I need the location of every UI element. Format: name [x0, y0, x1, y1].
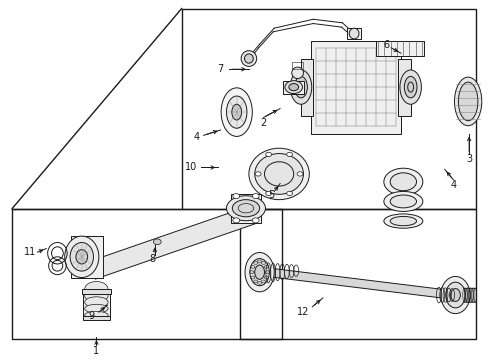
Ellipse shape	[233, 218, 240, 223]
Ellipse shape	[153, 239, 161, 245]
Text: 12: 12	[297, 307, 310, 317]
Bar	[311, 41, 401, 134]
Bar	[301, 59, 313, 116]
Ellipse shape	[384, 214, 423, 228]
Ellipse shape	[455, 77, 482, 126]
Ellipse shape	[400, 70, 421, 104]
Ellipse shape	[85, 289, 108, 302]
Bar	[83, 316, 110, 320]
Text: 9: 9	[89, 311, 95, 321]
Ellipse shape	[289, 84, 298, 91]
Polygon shape	[85, 208, 255, 279]
Text: 5: 5	[268, 190, 274, 200]
Ellipse shape	[294, 76, 307, 98]
Ellipse shape	[250, 258, 270, 286]
Text: 7: 7	[218, 64, 224, 74]
Ellipse shape	[65, 236, 99, 278]
Ellipse shape	[232, 200, 260, 217]
Ellipse shape	[249, 148, 309, 200]
Ellipse shape	[241, 51, 257, 66]
Ellipse shape	[252, 194, 259, 199]
Bar	[82, 289, 111, 294]
Ellipse shape	[349, 28, 359, 39]
Polygon shape	[249, 266, 463, 300]
Ellipse shape	[221, 88, 252, 136]
Bar	[375, 41, 424, 56]
Text: 3: 3	[466, 154, 472, 164]
Bar	[347, 28, 361, 39]
Ellipse shape	[292, 67, 303, 78]
Text: 4: 4	[450, 180, 457, 190]
Ellipse shape	[390, 216, 416, 226]
Ellipse shape	[287, 191, 293, 195]
Ellipse shape	[404, 76, 417, 98]
Ellipse shape	[255, 172, 261, 176]
Ellipse shape	[85, 297, 108, 307]
Bar	[182, 9, 476, 208]
Ellipse shape	[290, 70, 312, 104]
Ellipse shape	[85, 282, 108, 297]
Ellipse shape	[255, 154, 303, 194]
Ellipse shape	[446, 282, 465, 308]
Text: 10: 10	[185, 162, 197, 172]
Ellipse shape	[85, 304, 108, 313]
Ellipse shape	[233, 194, 240, 199]
Ellipse shape	[232, 104, 242, 120]
Text: 11: 11	[24, 247, 36, 257]
Ellipse shape	[390, 173, 416, 191]
Ellipse shape	[245, 54, 253, 63]
Ellipse shape	[384, 168, 423, 195]
Ellipse shape	[384, 192, 423, 211]
Ellipse shape	[76, 249, 88, 264]
Ellipse shape	[226, 96, 247, 128]
Bar	[240, 208, 476, 339]
Text: 8: 8	[149, 254, 155, 264]
Ellipse shape	[297, 172, 303, 176]
Ellipse shape	[70, 243, 94, 271]
Ellipse shape	[226, 196, 266, 221]
Ellipse shape	[390, 195, 416, 208]
Ellipse shape	[285, 81, 302, 94]
Bar	[398, 59, 411, 116]
Text: 4: 4	[193, 132, 199, 142]
Bar	[83, 292, 110, 319]
Ellipse shape	[451, 289, 460, 301]
Ellipse shape	[85, 311, 108, 319]
Ellipse shape	[287, 152, 293, 157]
Ellipse shape	[266, 191, 271, 195]
Bar	[231, 194, 261, 223]
Bar	[283, 81, 304, 94]
Ellipse shape	[252, 218, 259, 223]
Text: 2: 2	[260, 118, 267, 128]
Bar	[292, 62, 303, 68]
Text: 1: 1	[93, 346, 99, 356]
Ellipse shape	[441, 276, 470, 314]
Text: 6: 6	[383, 40, 390, 50]
Bar	[71, 236, 103, 278]
Ellipse shape	[459, 82, 478, 121]
Ellipse shape	[266, 152, 271, 157]
Ellipse shape	[255, 265, 265, 279]
Ellipse shape	[245, 252, 274, 292]
Bar	[12, 208, 282, 339]
